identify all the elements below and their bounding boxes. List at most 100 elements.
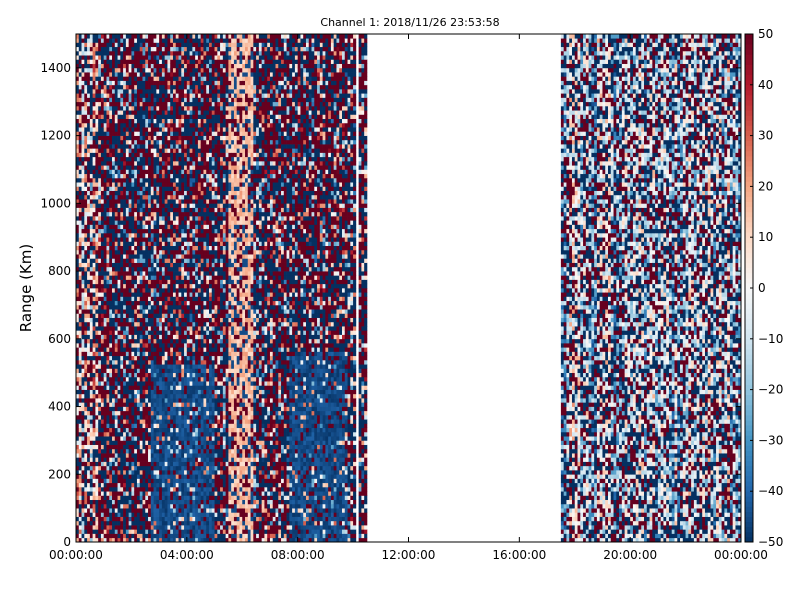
heatmap-cell <box>98 131 101 136</box>
heatmap-cell <box>129 462 132 467</box>
heatmap-cell <box>187 419 190 424</box>
heatmap-cell <box>118 186 121 191</box>
heatmap-cell <box>109 292 112 297</box>
heatmap-cell <box>167 123 170 128</box>
heatmap-cell <box>184 445 187 450</box>
heatmap-cell <box>90 381 93 386</box>
heatmap-cell <box>87 449 90 454</box>
heatmap-cell <box>173 64 176 69</box>
heatmap-cell <box>101 483 104 488</box>
heatmap-cell <box>179 479 182 484</box>
heatmap-cell <box>118 208 121 213</box>
heatmap-cell <box>173 220 176 225</box>
heatmap-cell <box>190 326 193 331</box>
heatmap-cell <box>162 517 165 522</box>
heatmap-cell <box>120 402 123 407</box>
heatmap-cell <box>129 343 132 348</box>
heatmap-cell <box>184 148 187 153</box>
heatmap-cell <box>145 373 148 378</box>
heatmap-cell <box>148 381 151 386</box>
heatmap-cell <box>95 182 98 187</box>
heatmap-cell <box>190 432 193 437</box>
heatmap-cell <box>151 140 154 145</box>
heatmap-cell <box>151 216 154 221</box>
heatmap-cell <box>143 241 146 246</box>
heatmap-cell <box>118 212 121 217</box>
heatmap-cell <box>159 51 162 56</box>
heatmap-cell <box>151 453 154 458</box>
heatmap-cell <box>170 174 173 179</box>
heatmap-cell <box>112 495 115 500</box>
heatmap-cell <box>118 292 121 297</box>
heatmap-cell <box>79 127 82 132</box>
heatmap-cell <box>140 68 143 73</box>
heatmap-cell <box>87 504 90 509</box>
heatmap-cell <box>151 313 154 318</box>
heatmap-cell <box>134 225 137 230</box>
heatmap-cell <box>140 453 143 458</box>
heatmap-cell <box>90 534 93 539</box>
heatmap-cell <box>134 250 137 255</box>
heatmap-cell <box>134 402 137 407</box>
heatmap-cell <box>118 140 121 145</box>
heatmap-cell <box>181 440 184 445</box>
heatmap-cell <box>162 140 165 145</box>
heatmap-cell <box>165 512 168 517</box>
heatmap-cell <box>118 250 121 255</box>
heatmap-cell <box>123 114 126 119</box>
heatmap-cell <box>145 440 148 445</box>
heatmap-cell <box>165 246 168 251</box>
heatmap-cell <box>156 296 159 301</box>
heatmap-cell <box>176 491 179 496</box>
heatmap-cell <box>104 445 107 450</box>
heatmap-cell <box>131 93 134 98</box>
heatmap-cell <box>120 428 123 433</box>
heatmap-cell <box>143 275 146 280</box>
heatmap-cell <box>134 136 137 141</box>
heatmap-cell <box>170 419 173 424</box>
heatmap-cell <box>131 326 134 331</box>
heatmap-cell <box>187 415 190 420</box>
heatmap-cell <box>140 407 143 412</box>
heatmap-cell <box>184 267 187 272</box>
heatmap-cell <box>131 68 134 73</box>
heatmap-cell <box>134 241 137 246</box>
heatmap-cell <box>120 233 123 238</box>
heatmap-cell <box>106 339 109 344</box>
heatmap-cell <box>154 106 157 111</box>
heatmap-cell <box>184 275 187 280</box>
heatmap-cell <box>101 398 104 403</box>
heatmap-cell <box>190 495 193 500</box>
heatmap-cell <box>159 479 162 484</box>
heatmap-cell <box>87 356 90 361</box>
heatmap-cell <box>95 335 98 340</box>
heatmap-cell <box>162 385 165 390</box>
heatmap-cell <box>184 81 187 86</box>
heatmap-cell <box>115 131 118 136</box>
heatmap-cell <box>165 534 168 539</box>
heatmap-cell <box>79 123 82 128</box>
heatmap-cell <box>129 313 132 318</box>
heatmap-cell <box>118 394 121 399</box>
heatmap-cell <box>181 500 184 505</box>
heatmap-cell <box>181 229 184 234</box>
heatmap-cell <box>84 525 87 530</box>
heatmap-cell <box>181 428 184 433</box>
heatmap-cell <box>159 225 162 230</box>
heatmap-cell <box>176 106 179 111</box>
heatmap-cell <box>187 110 190 115</box>
heatmap-cell <box>181 495 184 500</box>
heatmap-cell <box>140 423 143 428</box>
heatmap-cell <box>170 89 173 94</box>
heatmap-cell <box>79 347 82 352</box>
heatmap-cell <box>173 487 176 492</box>
heatmap-cell <box>137 263 140 268</box>
heatmap-cell <box>140 318 143 323</box>
heatmap-cell <box>98 474 101 479</box>
heatmap-cell <box>179 508 182 513</box>
heatmap-cell <box>82 225 85 230</box>
heatmap-cell <box>90 521 93 526</box>
heatmap-cell <box>87 51 90 56</box>
heatmap-cell <box>112 157 115 162</box>
heatmap-cell <box>112 254 115 259</box>
